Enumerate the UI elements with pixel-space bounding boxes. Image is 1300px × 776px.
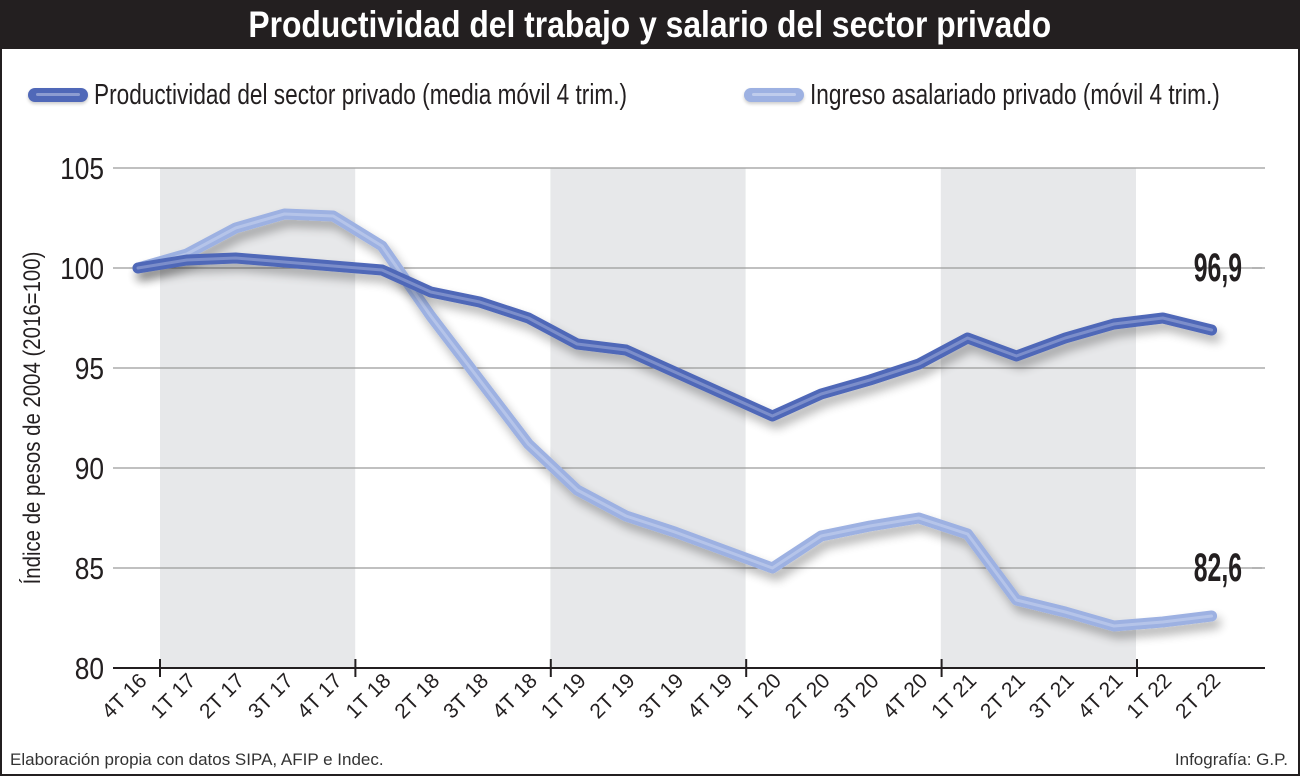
y-axis-title: Índice de pesos de 2004 (2016=100)	[18, 252, 45, 585]
legend-label-productividad: Productividad del sector privado (media …	[94, 78, 628, 111]
x-tick-label: 4T 16	[98, 669, 152, 723]
shaded-band	[160, 168, 356, 668]
chart-title: Productividad del trabajo y salario del …	[248, 4, 1052, 45]
x-tick-label: 2T 17	[195, 669, 249, 723]
legend-swatch-ingreso	[744, 88, 804, 102]
legend-item-productividad: Productividad del sector privado (media …	[28, 78, 777, 112]
x-tick-label: 3T 20	[830, 669, 884, 723]
series-highlight	[136, 212, 1214, 628]
x-tick-label: 3T 17	[244, 669, 298, 723]
title-bar: Productividad del trabajo y salario del …	[0, 0, 1300, 49]
x-tick-label: 3T 18	[439, 669, 493, 723]
legend-swatch-productividad	[28, 88, 88, 102]
x-tick-label: 4T 17	[293, 669, 347, 723]
x-tick-label: 1T 18	[342, 669, 396, 723]
x-tick-label: 3T 21	[1025, 669, 1079, 723]
legend-item-ingreso: Ingreso asalariado privado (móvil 4 trim…	[744, 78, 1300, 112]
shaded-band	[940, 168, 1136, 668]
x-tick-label: 2T 22	[1171, 669, 1225, 723]
x-tick-label: 1T 20	[732, 669, 786, 723]
x-tick-label: 1T 21	[927, 669, 981, 723]
x-tick-label: 4T 18	[488, 669, 542, 723]
y-tick-label: 100	[60, 252, 104, 286]
credit-note: Infografía: G.P.	[1174, 750, 1288, 769]
x-tick-label: 2T 19	[586, 669, 640, 723]
x-tick-label: 2T 18	[390, 669, 444, 723]
x-tick-label: 1T 17	[146, 669, 200, 723]
shaded-band	[550, 168, 746, 668]
source-note: Elaboración propia con datos SIPA, AFIP …	[10, 750, 384, 769]
series-highlight	[136, 256, 1214, 418]
y-tick-label: 80	[75, 652, 104, 686]
y-tick-label: 90	[75, 452, 104, 486]
series-0-group	[132, 252, 1218, 422]
y-tick-label: 105	[60, 152, 104, 186]
series-1-group	[132, 208, 1218, 632]
y-tick-label: 85	[75, 552, 104, 586]
x-tick-label: 2T 21	[976, 669, 1030, 723]
x-tick-label: 2T 20	[781, 669, 835, 723]
x-tick-label: 1T 19	[537, 669, 591, 723]
x-tick-label: 4T 19	[683, 669, 737, 723]
x-tick-label: 4T 21	[1074, 669, 1128, 723]
x-tick-label: 3T 19	[634, 669, 688, 723]
x-tick-label: 4T 20	[878, 669, 932, 723]
end-value-label: 96,9	[1194, 246, 1242, 290]
y-tick-label: 95	[75, 352, 104, 386]
end-value-label: 82,6	[1194, 546, 1242, 590]
legend-label-ingreso: Ingreso asalariado privado (móvil 4 trim…	[810, 78, 1220, 111]
x-tick-label: 1T 22	[1122, 669, 1176, 723]
